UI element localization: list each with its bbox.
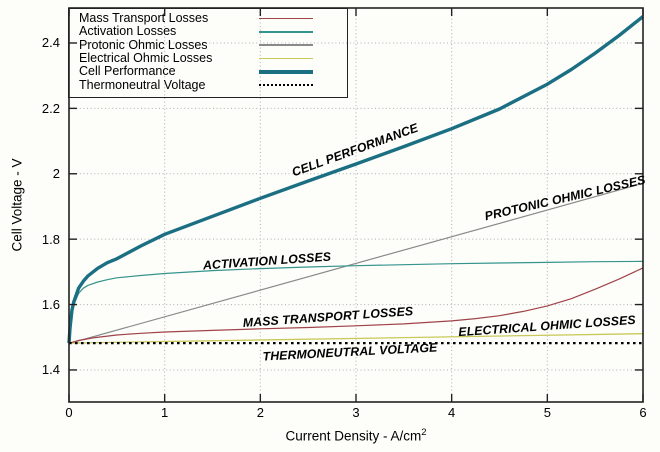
legend-item: Electrical Ohmic Losses	[79, 52, 347, 65]
legend-item: Cell Performance	[79, 65, 347, 78]
y-axis-title: Cell Voltage - V	[9, 158, 25, 252]
legend-label: Thermoneutral Voltage	[79, 77, 206, 92]
y-tick-label: 2	[52, 166, 60, 182]
legend-line-sample	[259, 84, 313, 87]
legend-item: Thermoneutral Voltage	[79, 78, 347, 91]
y-tick-label: 1.4	[41, 362, 60, 378]
y-tick-label: 2.2	[41, 100, 60, 116]
legend-label: Mass Transport Losses	[79, 11, 209, 26]
legend-line-sample	[259, 31, 313, 33]
y-tick-label: 1.6	[41, 297, 60, 313]
x-tick-label: 1	[161, 405, 169, 420]
legend-label: Activation Losses	[79, 24, 177, 39]
x-tick-label: 2	[256, 405, 264, 420]
y-tick-label: 1.8	[41, 231, 60, 247]
x-tick-label: 4	[448, 405, 456, 420]
legend-line-sample	[259, 17, 313, 20]
x-axis-title-text: Current Density - A/cm	[285, 428, 422, 444]
legend-line-sample	[259, 70, 313, 74]
x-axis-title-superscript: 2	[421, 427, 427, 438]
x-axis-title: Current Density - A/cm2	[285, 427, 426, 444]
legend-label: Protonic Ohmic Losses	[79, 37, 208, 52]
x-tick-label: 6	[639, 405, 647, 420]
y-tick-label: 2.4	[41, 35, 60, 51]
legend-item: Mass Transport Losses	[79, 12, 347, 25]
legend-item: Protonic Ohmic Losses	[79, 37, 347, 52]
legend-label: Cell Performance	[79, 64, 176, 79]
legend-label: Electrical Ohmic Losses	[79, 51, 213, 66]
legend-line-sample	[259, 57, 313, 60]
x-tick-label: 0	[65, 405, 73, 420]
x-tick-label: 5	[543, 405, 551, 420]
legend-box: Mass Transport Losses Activation Losses …	[68, 8, 348, 98]
legend-line-sample	[259, 44, 313, 46]
x-tick-label: 3	[352, 405, 360, 420]
legend-item: Activation Losses	[79, 25, 347, 38]
